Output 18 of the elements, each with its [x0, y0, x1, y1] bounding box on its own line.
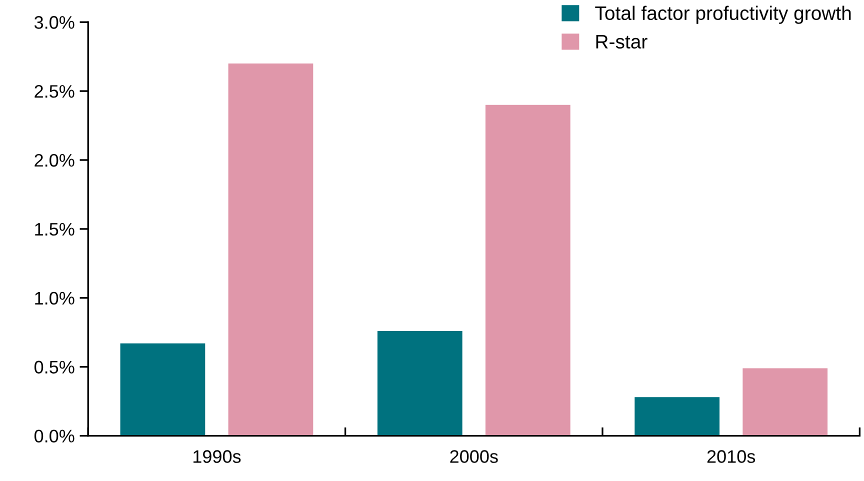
bar	[485, 104, 570, 436]
bar	[377, 330, 462, 436]
bar	[120, 343, 206, 436]
x-tick-label: 2000s	[450, 450, 498, 463]
bar	[742, 368, 828, 436]
x-tick-label: 2010s	[707, 450, 756, 463]
x-tick-label: 1990s	[194, 450, 241, 463]
legend-label: R-star	[596, 35, 648, 49]
y-tick-label: 0.0%	[34, 430, 74, 443]
y-tick-label: 0.5%	[34, 360, 74, 374]
y-tick-label: 2.0%	[34, 154, 74, 167]
bar	[228, 63, 314, 436]
bar	[634, 397, 720, 436]
y-tick-label: 1.5%	[35, 222, 74, 236]
legend-label: Total factor profuctivity growth	[595, 6, 851, 24]
y-tick-label: 1.0%	[35, 292, 74, 305]
y-tick-label: 3.0%	[34, 16, 74, 29]
y-tick-label: 2.5%	[34, 85, 74, 98]
